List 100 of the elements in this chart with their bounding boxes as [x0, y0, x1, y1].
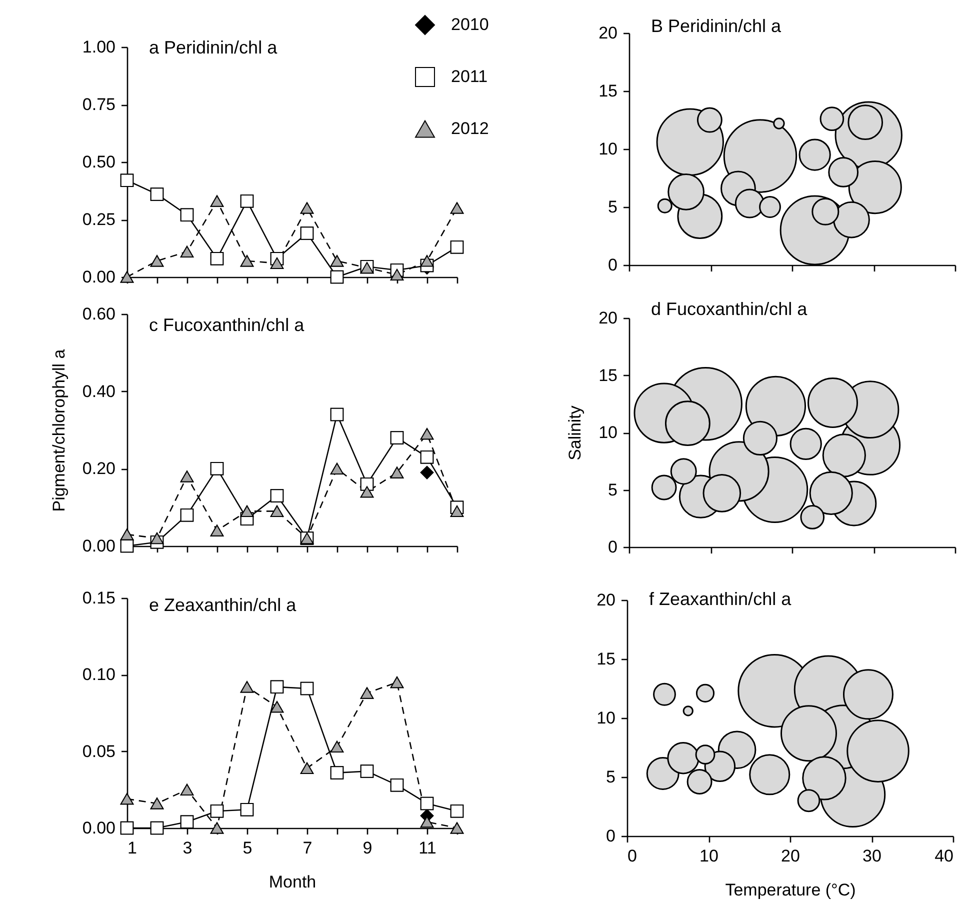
point [150, 188, 164, 201]
point [330, 740, 344, 753]
y-tick-label: 15 [598, 82, 618, 100]
y-tick-label: 0.00 [82, 536, 116, 556]
y-tick-label: 15 [596, 650, 616, 668]
point [120, 174, 134, 188]
x-tick-label: 3 [182, 838, 192, 858]
y-tick-label: 0.25 [82, 210, 116, 229]
x-axis-title: Month [268, 872, 316, 892]
point [180, 784, 194, 796]
y-tick-label: 20 [596, 590, 616, 610]
point [180, 815, 194, 828]
y-tick-label: 5 [608, 480, 618, 500]
y-tick-label: 20 [598, 308, 618, 328]
point [330, 766, 344, 780]
y-tick-label: 5 [608, 198, 618, 216]
point [330, 270, 344, 284]
x-tick-label: 10 [700, 846, 718, 866]
point [120, 793, 134, 805]
chart-title: a Peridinin/chl a [149, 38, 278, 58]
point [150, 821, 164, 835]
y-tick-label: 0.00 [82, 268, 116, 286]
point [120, 528, 134, 540]
x-tick-label: 11 [418, 838, 436, 858]
y-tick-label: 1.00 [82, 38, 116, 56]
point [120, 821, 134, 835]
point [210, 252, 224, 266]
point [420, 450, 434, 464]
point [390, 778, 404, 792]
point [180, 246, 194, 258]
y-tick-label: 0.50 [82, 152, 116, 172]
legend-label: 2011 [451, 67, 488, 86]
point [420, 255, 434, 267]
x-tick-label: 7 [302, 838, 312, 858]
x-tick-label: 1 [128, 838, 137, 858]
y-tick-label: 0 [608, 256, 618, 274]
chart-title: e Zeaxanthin/chl a [149, 595, 298, 615]
y-tick-label: 5 [606, 768, 616, 786]
point [240, 255, 254, 267]
point [270, 701, 284, 713]
point [390, 466, 404, 478]
point [390, 268, 404, 281]
y-axis-title: Pigment/chlorophyll a [49, 348, 68, 512]
point [120, 539, 134, 553]
x-tick-label: 40 [934, 846, 954, 866]
point [240, 194, 254, 208]
point [180, 208, 194, 222]
point [300, 202, 314, 214]
point [270, 505, 284, 518]
point [420, 428, 434, 440]
point [330, 462, 344, 474]
y-tick-label: 0.20 [82, 459, 116, 478]
point [120, 271, 134, 283]
point [360, 764, 374, 778]
y-tick-label: 0.05 [82, 742, 116, 761]
point [210, 804, 224, 818]
point [450, 822, 464, 834]
y-tick-label: 0.60 [82, 304, 116, 324]
point [390, 676, 404, 688]
x-tick-label: 30 [862, 846, 882, 866]
point [270, 680, 284, 694]
x-tick-label: 5 [242, 838, 252, 858]
y-tick-label: 0.40 [82, 382, 116, 401]
point [270, 257, 284, 270]
y-tick-label: 10 [598, 140, 618, 158]
point [240, 802, 254, 816]
x-tick-label: 0 [628, 846, 637, 866]
point [360, 486, 374, 498]
point [330, 255, 344, 267]
point [390, 431, 404, 444]
point [180, 470, 194, 482]
point [150, 532, 164, 544]
point [300, 682, 314, 696]
point [270, 489, 284, 502]
y-tick-label: 0.10 [82, 665, 116, 684]
y-tick-label: 0.15 [82, 588, 116, 608]
point [300, 226, 314, 240]
point [450, 240, 464, 254]
y-tick-label: 10 [596, 708, 616, 728]
y-tick-label: 20 [598, 24, 618, 42]
point [450, 505, 464, 518]
point [210, 822, 224, 834]
chart-title: f Zeaxanthin/chl a [649, 589, 792, 609]
point [180, 508, 194, 522]
point [450, 202, 464, 214]
y-tick-label: 0.00 [82, 818, 116, 838]
legend-label: 2012 [451, 119, 489, 138]
point [210, 524, 224, 536]
point [240, 681, 254, 693]
point [420, 796, 434, 810]
chart-title: c Fucoxanthin/chl a [149, 315, 306, 335]
point [360, 687, 374, 699]
x-tick-label: 20 [781, 846, 800, 866]
point [330, 408, 344, 422]
point [150, 255, 164, 267]
point [240, 505, 254, 518]
y-tick-label: 0 [608, 538, 618, 556]
point [210, 462, 224, 476]
x-tick-label: 9 [362, 838, 372, 858]
y-tick-label: 0.75 [82, 95, 116, 114]
